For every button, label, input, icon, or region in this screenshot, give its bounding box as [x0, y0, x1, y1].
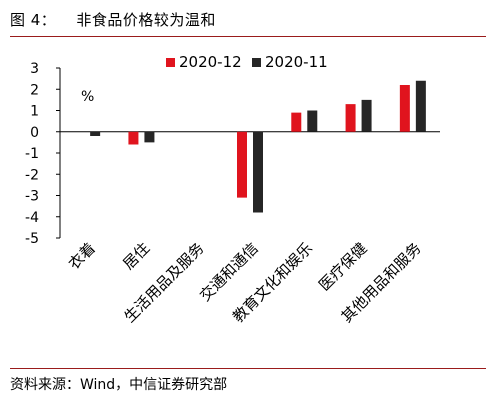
- figure-number: 图 4：: [10, 11, 57, 29]
- bar-series-a-4: [291, 112, 302, 132]
- bar-series-a-5: [345, 104, 356, 132]
- bar-series-b-6: [415, 80, 426, 132]
- bar-series-b-1: [144, 131, 155, 143]
- category-label: 居住: [119, 239, 153, 273]
- y-tick-label: -3: [25, 189, 39, 205]
- bar-series-b-5: [361, 99, 372, 132]
- bar-series-b-0: [90, 131, 101, 136]
- bar-series-a-3: [237, 131, 247, 198]
- y-tick-label: -4: [25, 210, 39, 226]
- category-label: 医疗保健: [315, 239, 370, 294]
- bar-chart: 3210-1-2-3-4-5% 衣着 居住生活用品及服务交通和通信教育文化和娱乐医…: [25, 53, 440, 326]
- legend-label: 2020-11: [265, 53, 328, 71]
- bar-series-b-3: [253, 131, 263, 213]
- y-tick-label: 1: [30, 104, 39, 120]
- bar-series-a-1: [128, 131, 139, 145]
- footer-divider: [10, 368, 486, 369]
- source-note: 资料来源：Wind，中信证券研究部: [10, 377, 228, 393]
- figure-header: 图 4： 非食品价格较为温和: [10, 9, 216, 30]
- y-tick-label: 2: [30, 82, 39, 98]
- y-tick-label: -5: [25, 231, 39, 247]
- y-tick-label: 0: [30, 125, 39, 141]
- legend-label: 2020-12: [179, 53, 242, 71]
- bar-series-a-6: [399, 85, 410, 132]
- legend-swatch: [166, 58, 175, 67]
- unit-label: %: [81, 89, 94, 105]
- y-tick-label: 3: [30, 61, 39, 77]
- y-tick-label: -1: [25, 146, 39, 162]
- figure-title: 非食品价格较为温和: [76, 11, 216, 29]
- legend-swatch: [252, 58, 261, 67]
- header-divider: [10, 36, 486, 37]
- bar-series-b-4: [307, 110, 318, 132]
- y-tick-label: -2: [25, 167, 39, 183]
- category-label: 衣着: [65, 239, 99, 273]
